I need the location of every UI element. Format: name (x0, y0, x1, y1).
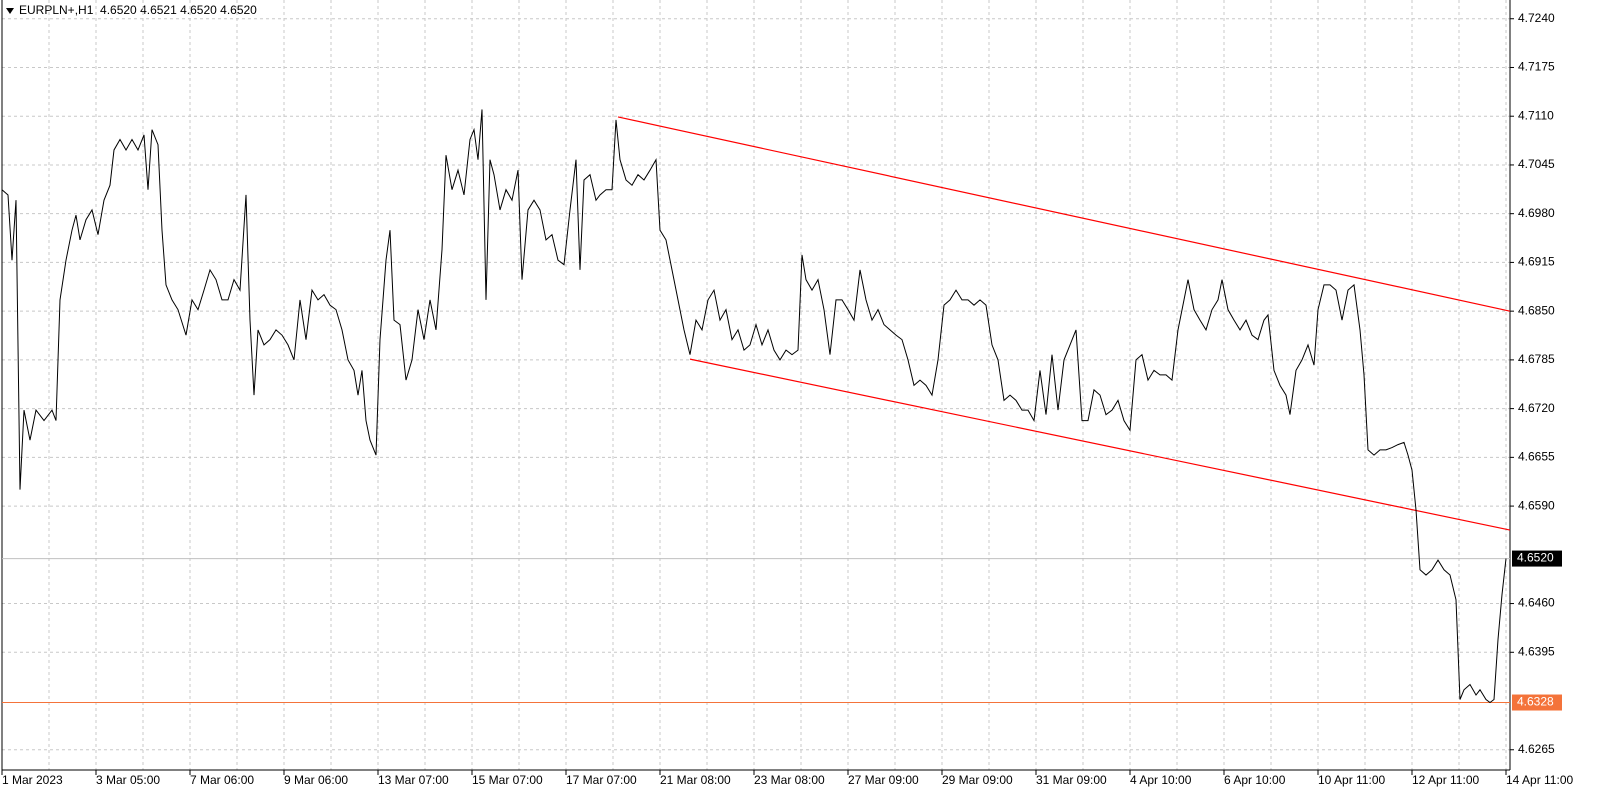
x-tick-label: 21 Mar 08:00 (660, 773, 731, 787)
y-tick-label: 4.7175 (1518, 60, 1555, 74)
x-tick-label: 10 Apr 11:00 (1318, 773, 1385, 787)
x-tick-label: 13 Mar 07:00 (378, 773, 449, 787)
x-tick-label: 6 Apr 10:00 (1224, 773, 1286, 787)
y-tick-label: 4.6915 (1518, 255, 1555, 269)
price-label-box (1512, 550, 1562, 567)
trendline (689, 358, 1511, 531)
collapse-arrow[interactable] (6, 8, 14, 14)
x-tick-label: 17 Mar 07:00 (566, 773, 637, 787)
x-tick-label: 23 Mar 08:00 (754, 773, 825, 787)
price-label-box (1512, 694, 1562, 711)
y-tick-label: 4.6980 (1518, 206, 1555, 220)
trendline (617, 116, 1511, 312)
x-tick-label: 9 Mar 06:00 (284, 773, 348, 787)
y-tick-label: 4.6785 (1518, 352, 1555, 366)
chart-title: EURPLN+,H1 4.6520 4.6521 4.6520 4.6520 (19, 3, 257, 17)
y-tick-label: 4.7110 (1518, 108, 1554, 122)
y-tick-label: 4.6850 (1518, 303, 1555, 317)
x-tick-label: 3 Mar 05:00 (96, 773, 160, 787)
x-tick-label: 4 Apr 10:00 (1130, 773, 1192, 787)
x-tick-label: 29 Mar 09:00 (942, 773, 1013, 787)
x-tick-label: 14 Apr 11:00 (1506, 773, 1573, 787)
y-tick-label: 4.7240 (1518, 11, 1555, 25)
y-tick-label: 4.6720 (1518, 401, 1555, 415)
x-tick-label: 27 Mar 09:00 (848, 773, 919, 787)
x-tick-label: 1 Mar 2023 (2, 773, 63, 787)
x-tick-label: 12 Apr 11:00 (1412, 773, 1479, 787)
y-tick-label: 4.7045 (1518, 157, 1555, 171)
price-label: 4.6328 (1517, 695, 1554, 709)
x-tick-label: 15 Mar 07:00 (472, 773, 543, 787)
y-tick-label: 4.6460 (1518, 596, 1555, 610)
price-line-series (1, 109, 1507, 704)
y-tick-label: 4.6590 (1518, 498, 1555, 512)
y-tick-label: 4.6265 (1518, 742, 1555, 756)
x-tick-label: 7 Mar 06:00 (190, 773, 254, 787)
x-tick-label: 31 Mar 09:00 (1036, 773, 1107, 787)
y-tick-label: 4.6395 (1518, 644, 1555, 658)
y-tick-label: 4.6655 (1518, 450, 1555, 464)
price-label: 4.6520 (1517, 551, 1554, 565)
